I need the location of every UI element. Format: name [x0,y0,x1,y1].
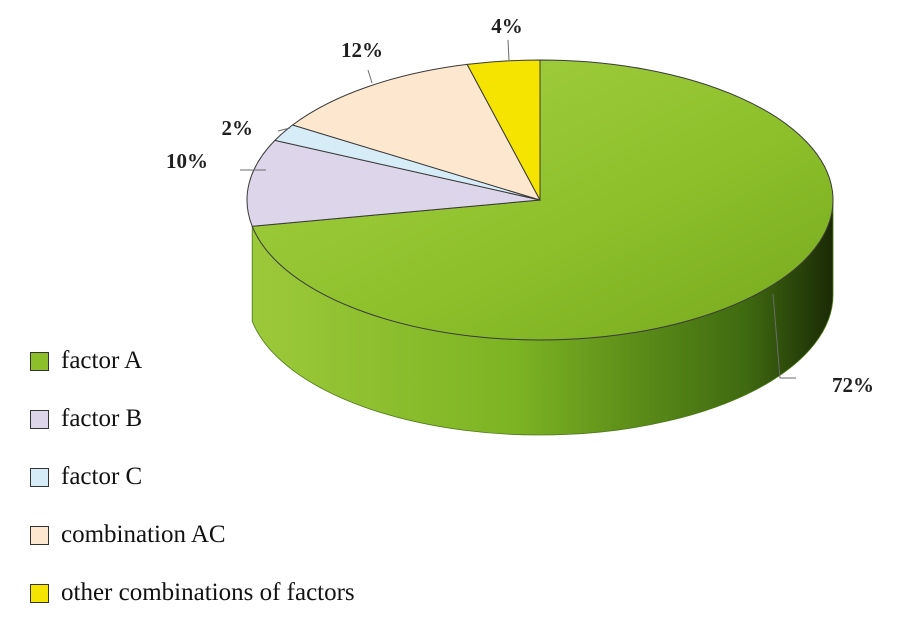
legend-label: factor B [61,405,143,432]
legend-item-combination-ac: combination AC [30,506,355,564]
legend-label: other combinations of factors [61,579,355,606]
data-label-factor-b: 10% [166,149,208,173]
legend-item-factor-b: factor B [30,390,355,448]
pie-slice-combination-ac [291,63,542,201]
legend-label: combination AC [61,521,226,548]
legend-swatch-factor-b [30,409,49,429]
legend-item-factor-c: factor C [30,448,355,506]
legend-label: factor C [61,463,143,490]
pie-slice-factor-a [251,59,834,341]
data-label-factor-c: 2% [222,116,254,140]
legend-swatch-other-combinations [30,583,49,603]
legend-item-other-combinations: other combinations of factors [30,564,355,622]
leader-line-combination-ac [367,69,373,84]
leader-line-factor-a [772,293,796,379]
data-label-other-combinations-of-factors: 4% [491,14,523,38]
pie-slice-factor-b [246,139,541,227]
legend-label: factor A [61,347,143,374]
legend-swatch-factor-c [30,467,49,487]
leader-line-factor-c [277,127,291,132]
leader-line-other-combinations-of-factors [507,39,510,61]
legend: factor A factor B factor C combination A… [30,332,355,622]
data-label-combination-ac: 12% [341,38,383,62]
data-label-factor-a: 72% [832,373,874,397]
pie-slice-other-combinations-of-factors [466,59,541,201]
legend-item-factor-a: factor A [30,332,355,390]
legend-swatch-factor-a [30,351,49,371]
legend-swatch-combination-ac [30,525,49,545]
